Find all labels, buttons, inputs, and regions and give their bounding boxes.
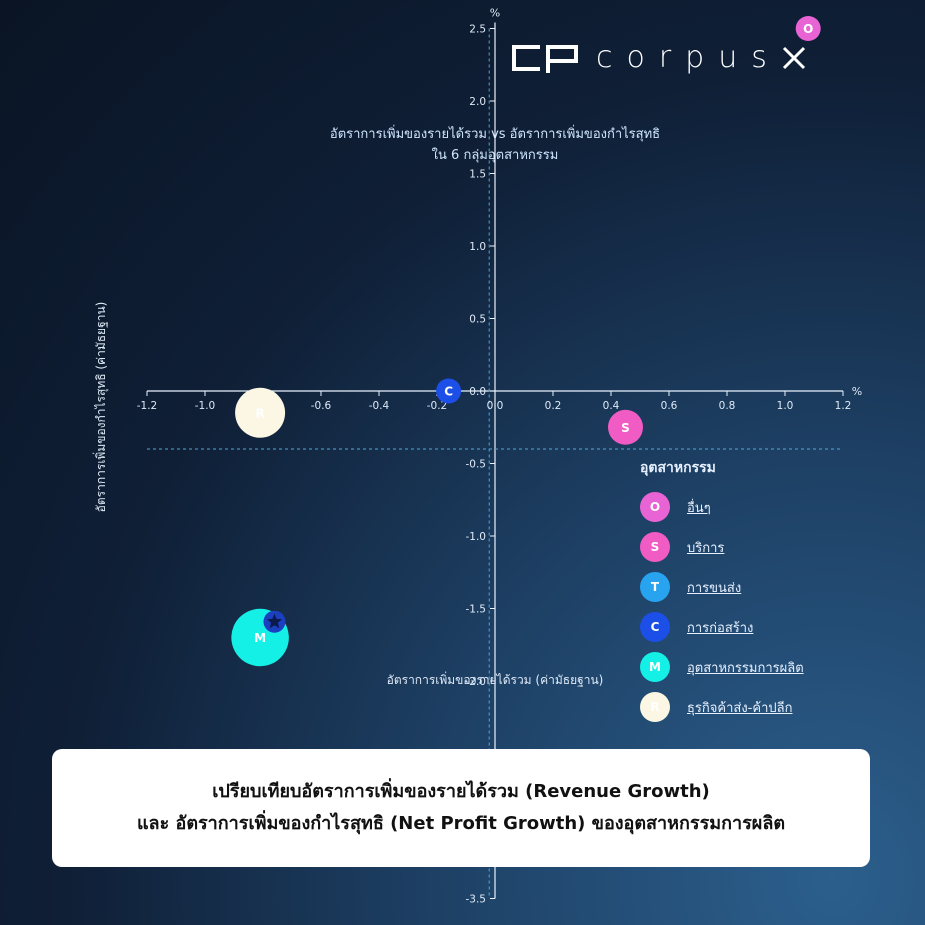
x-tick-label: -1.2 — [137, 400, 158, 412]
legend-item[interactable]: R ธุรกิจค้าส่ง-ค้าปลีก — [640, 687, 804, 727]
x-logo-icon — [782, 46, 805, 69]
caption-box: เปรียบเทียบอัตราการเพิ่มของรายได้รวม (Re… — [52, 749, 870, 867]
y-tick-label: -2.0 — [466, 676, 487, 688]
x-tick-label: 0.2 — [545, 400, 562, 412]
brand-name: corpus — [596, 40, 781, 75]
y-axis-title: อัตราการเพิ่มของกำไรสุทธิ (ค่ามัธยฐาน) — [92, 302, 109, 513]
legend-item[interactable]: T การขนส่ง — [640, 567, 804, 607]
x-tick-label: -1.0 — [195, 400, 216, 412]
data-point-label: R — [255, 406, 264, 420]
cp-logo-icon — [512, 44, 578, 73]
x-tick-label: -0.2 — [427, 400, 448, 412]
data-point — [436, 378, 462, 404]
legend-marker: R — [640, 692, 670, 722]
y-tick-label: 1.5 — [469, 169, 486, 181]
data-point-label: C — [444, 385, 453, 399]
y-tick-label: 2.5 — [469, 24, 486, 36]
y-tick-label: -1.0 — [466, 531, 487, 543]
legend-item[interactable]: M อุตสาหกรรมการผลิต — [640, 647, 804, 687]
legend-label[interactable]: การขนส่ง — [687, 580, 742, 596]
data-point-label: M — [254, 631, 266, 645]
data-point — [235, 387, 286, 438]
y-tick-label: -3.5 — [466, 894, 487, 906]
x-unit-label: % — [852, 385, 862, 398]
y-unit-label: % — [490, 7, 500, 20]
legend-title: อุตสาหกรรม — [640, 460, 716, 476]
brand-logo: corpus — [510, 40, 807, 75]
x-tick-label: 0.8 — [719, 400, 736, 412]
y-tick-label: 0.0 — [469, 386, 486, 398]
x-tick-label: 0.0 — [487, 400, 504, 412]
data-point — [608, 409, 643, 445]
x-tick-label: 0.4 — [603, 400, 620, 412]
legend-label[interactable]: การก่อสร้าง — [687, 620, 754, 636]
legend-item[interactable]: C การก่อสร้าง — [640, 607, 804, 647]
x-tick-label: -0.6 — [311, 400, 332, 412]
legend: อุตสาหกรรม O อื่นๆ S บริการ T การขนส่ง C การก่อ… — [640, 457, 804, 727]
y-tick-label: -1.5 — [466, 604, 487, 616]
x-tick-label: 1.0 — [777, 400, 794, 412]
x-tick-label: 1.2 — [835, 400, 852, 412]
legend-label[interactable]: อื่นๆ — [687, 500, 711, 516]
caption-line-2: และ อัตราการเพิ่มของกำไรสุทธิ (Net Profi… — [136, 813, 786, 834]
legend-marker: M — [640, 652, 670, 682]
y-tick-label: 0.5 — [469, 314, 486, 326]
legend-label[interactable]: ธุรกิจค้าส่ง-ค้าปลีก — [687, 700, 793, 716]
y-tick-label: -0.5 — [466, 459, 487, 471]
legend-marker: S — [640, 532, 670, 562]
x-tick-label: -0.4 — [369, 400, 390, 412]
data-point-label: O — [803, 22, 813, 36]
x-axis-title: อัตราการเพิ่มของรายได้รวม (ค่ามัธยฐาน) — [387, 671, 604, 687]
x-tick-label: 0.6 — [661, 400, 678, 412]
legend-marker: T — [640, 572, 670, 602]
legend-label[interactable]: อุตสาหกรรมการผลิต — [687, 660, 804, 676]
star-icon — [266, 613, 283, 629]
legend-item[interactable]: O อื่นๆ — [640, 487, 804, 527]
data-point — [795, 16, 821, 41]
legend-marker: C — [640, 612, 670, 642]
legend-item[interactable]: S บริการ — [640, 527, 804, 567]
y-tick-label: 2.0 — [469, 96, 486, 108]
y-tick-label: 1.0 — [469, 241, 486, 253]
data-point-label: S — [621, 421, 630, 435]
legend-label[interactable]: บริการ — [687, 540, 725, 556]
caption-line-1: เปรียบเทียบอัตราการเพิ่มของรายได้รวม (Re… — [212, 781, 710, 802]
legend-marker: O — [640, 492, 670, 522]
